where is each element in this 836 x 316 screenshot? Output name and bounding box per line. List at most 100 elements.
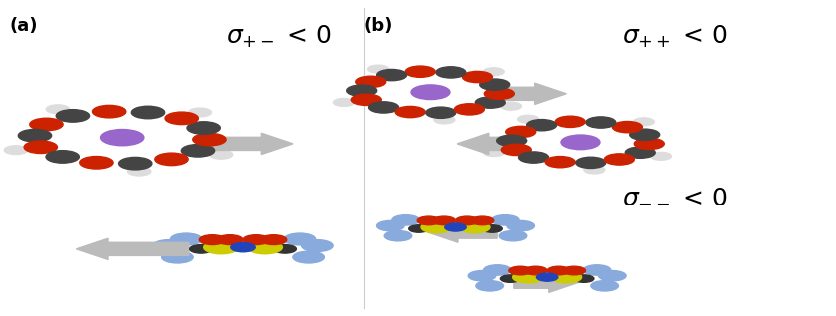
Circle shape (492, 215, 519, 225)
Circle shape (547, 266, 570, 275)
Circle shape (462, 71, 492, 83)
Circle shape (483, 68, 504, 76)
Circle shape (480, 79, 510, 90)
Circle shape (633, 118, 655, 126)
Circle shape (261, 235, 287, 245)
Circle shape (512, 271, 543, 283)
Circle shape (79, 156, 113, 169)
Circle shape (471, 216, 494, 225)
Circle shape (247, 240, 283, 254)
Circle shape (527, 119, 557, 131)
Circle shape (421, 221, 451, 233)
Circle shape (351, 94, 381, 106)
Circle shape (302, 240, 333, 252)
Circle shape (524, 266, 547, 275)
Circle shape (131, 106, 165, 119)
Circle shape (434, 116, 455, 124)
Circle shape (405, 66, 436, 77)
Circle shape (356, 76, 385, 88)
Circle shape (334, 99, 354, 106)
Circle shape (650, 152, 671, 160)
Circle shape (93, 105, 126, 118)
Circle shape (190, 245, 212, 253)
Circle shape (545, 156, 575, 168)
Circle shape (46, 151, 79, 163)
Circle shape (476, 281, 503, 291)
Circle shape (502, 144, 531, 155)
Circle shape (417, 216, 441, 225)
Circle shape (468, 270, 496, 281)
Circle shape (436, 67, 466, 78)
Circle shape (153, 240, 185, 252)
Circle shape (209, 150, 232, 159)
FancyArrow shape (197, 133, 293, 155)
Circle shape (217, 235, 243, 245)
Circle shape (347, 85, 377, 96)
Circle shape (445, 223, 466, 231)
FancyArrow shape (457, 133, 522, 155)
Circle shape (456, 216, 478, 225)
Circle shape (499, 230, 527, 241)
Circle shape (18, 130, 52, 142)
Circle shape (4, 146, 28, 155)
Circle shape (426, 107, 456, 118)
Circle shape (509, 266, 532, 275)
Circle shape (635, 138, 665, 149)
Circle shape (625, 147, 655, 158)
Circle shape (411, 85, 450, 100)
Circle shape (517, 115, 538, 123)
Circle shape (599, 270, 626, 281)
Circle shape (128, 167, 150, 176)
FancyArrow shape (502, 83, 566, 105)
Circle shape (518, 152, 548, 163)
Circle shape (586, 117, 616, 128)
Circle shape (497, 135, 527, 146)
Circle shape (199, 235, 226, 245)
Circle shape (555, 116, 585, 127)
Text: $\sigma_{+-}$ < 0: $\sigma_{+-}$ < 0 (227, 23, 332, 50)
Circle shape (100, 130, 144, 146)
Circle shape (369, 102, 399, 113)
Circle shape (483, 265, 511, 275)
Circle shape (376, 220, 404, 231)
Circle shape (188, 108, 212, 117)
Circle shape (501, 102, 522, 110)
Circle shape (576, 157, 606, 168)
Text: $\sigma_{++}$ < 0: $\sigma_{++}$ < 0 (622, 23, 728, 50)
Circle shape (584, 166, 604, 174)
Circle shape (563, 266, 585, 275)
Text: (b): (b) (364, 17, 393, 35)
Circle shape (171, 233, 202, 245)
Circle shape (584, 265, 611, 275)
Circle shape (409, 225, 429, 232)
Circle shape (193, 133, 226, 146)
Circle shape (484, 88, 514, 100)
Circle shape (392, 215, 420, 225)
Circle shape (24, 141, 58, 154)
Circle shape (30, 118, 63, 131)
Circle shape (454, 104, 484, 115)
FancyArrow shape (76, 238, 189, 259)
Circle shape (501, 275, 520, 282)
Circle shape (293, 251, 324, 263)
Circle shape (377, 70, 406, 81)
Circle shape (284, 233, 316, 245)
Circle shape (630, 129, 660, 140)
Text: (a): (a) (10, 17, 38, 35)
Circle shape (506, 126, 536, 137)
Circle shape (561, 135, 600, 150)
Circle shape (591, 281, 619, 291)
Circle shape (46, 105, 69, 114)
Text: $\sigma_{--}$ < 0: $\sigma_{--}$ < 0 (622, 183, 728, 207)
Circle shape (537, 273, 558, 281)
Circle shape (613, 121, 642, 133)
Circle shape (432, 216, 456, 225)
Circle shape (604, 154, 635, 165)
Circle shape (161, 251, 193, 263)
Circle shape (385, 230, 412, 241)
Circle shape (483, 149, 504, 156)
Circle shape (459, 221, 490, 233)
Circle shape (187, 122, 221, 134)
Circle shape (56, 110, 89, 122)
Circle shape (475, 97, 505, 108)
